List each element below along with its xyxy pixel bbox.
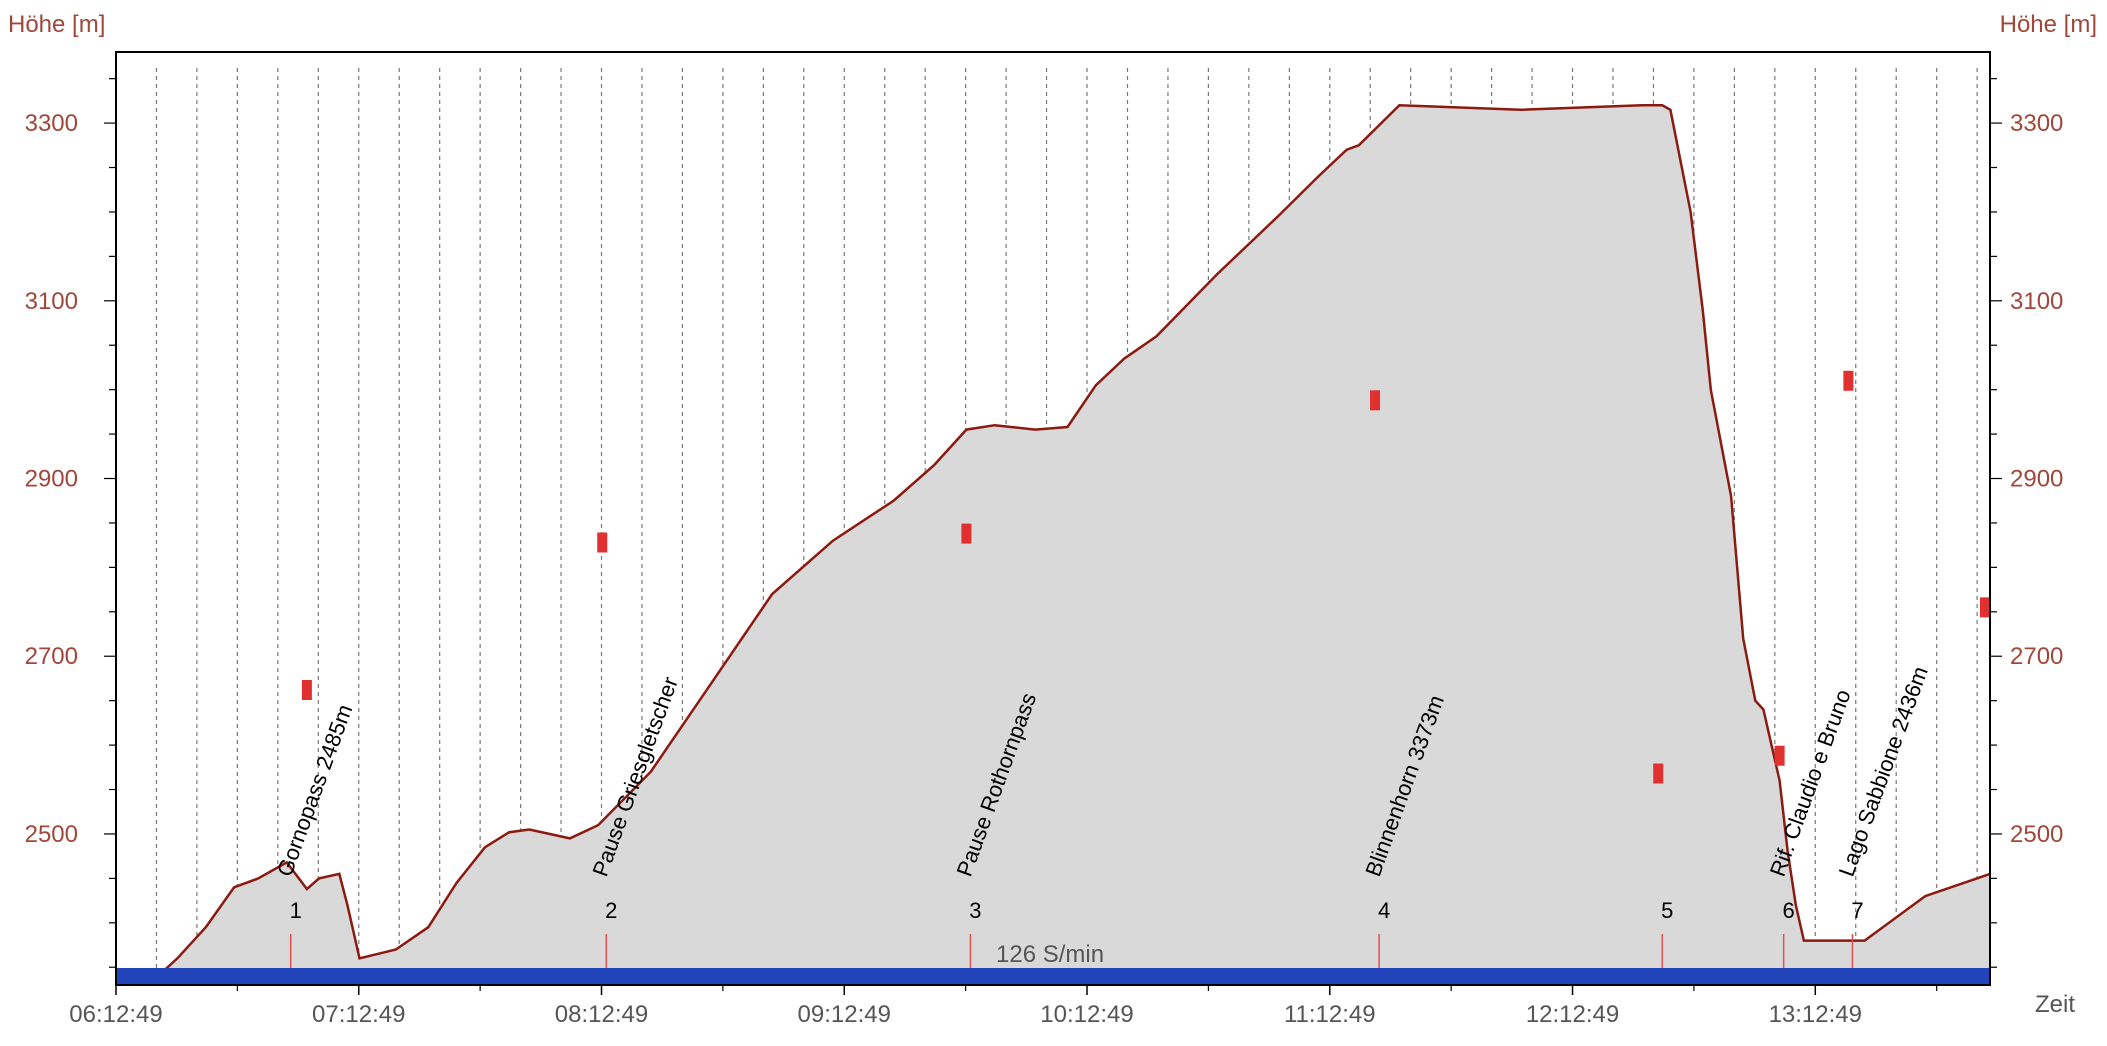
- y-tick-label-right: 2700: [2010, 643, 2063, 670]
- waypoint-number: 2: [605, 898, 617, 923]
- x-tick-label: 11:12:49: [1284, 1001, 1376, 1028]
- y-tick-label-right: 3300: [2010, 110, 2063, 137]
- x-tick-label: 12:12:49: [1526, 1001, 1619, 1028]
- x-axis-title: Zeit: [2035, 991, 2075, 1018]
- data-marker: [301, 679, 312, 700]
- waypoint-number: 3: [969, 898, 981, 923]
- data-marker: [1843, 370, 1854, 391]
- waypoint-number: 7: [1851, 898, 1863, 923]
- waypoint-number: 4: [1378, 898, 1390, 923]
- y-tick-label-left: 2700: [25, 643, 78, 670]
- elevation-area: [153, 105, 1991, 981]
- x-axis: 06:12:49 07:12:49 08:12:49 09:12:49 10:12:49…: [69, 985, 1938, 1028]
- cadence-label: 126 S/min: [996, 941, 1104, 968]
- x-tick-label: 08:12:49: [555, 1001, 648, 1028]
- y-axes: 2500 2500 2700 2700 2900 2900 3100 3100 3300 3300: [25, 78, 2063, 968]
- waypoint-number: 1: [290, 898, 302, 923]
- x-tick-label: 09:12:49: [798, 1001, 891, 1028]
- data-marker: [1370, 390, 1381, 411]
- activity-bar: [116, 968, 1990, 985]
- waypoint-number: 5: [1661, 898, 1673, 923]
- data-marker: [597, 532, 608, 553]
- y-tick-label-right: 2500: [2010, 821, 2063, 848]
- x-tick-label: 13:12:49: [1769, 1001, 1862, 1028]
- y-tick-label-right: 2900: [2010, 466, 2063, 493]
- plot-frame: [115, 51, 1991, 986]
- data-marker: [1653, 763, 1664, 784]
- waypoint-number: 6: [1783, 898, 1795, 923]
- y-axis-title-right: Höhe [m]: [2000, 11, 2097, 38]
- y-tick-label-left: 3300: [25, 110, 78, 137]
- y-tick-label-left: 3100: [25, 288, 78, 315]
- x-tick-label: 07:12:49: [312, 1001, 405, 1028]
- data-marker: [1980, 597, 1990, 618]
- y-tick-label-right: 3100: [2010, 288, 2063, 315]
- x-tick-label: 10:12:49: [1040, 1001, 1133, 1028]
- elevation-line: [152, 104, 1991, 982]
- y-tick-label-left: 2900: [25, 466, 78, 493]
- marker-layer: [301, 370, 1990, 784]
- data-marker: [961, 523, 972, 544]
- x-tick-label: 06:12:49: [69, 1001, 162, 1028]
- y-axis-title-left: Höhe [m]: [8, 11, 105, 38]
- data-marker: [1774, 745, 1785, 766]
- y-tick-label-left: 2500: [25, 821, 78, 848]
